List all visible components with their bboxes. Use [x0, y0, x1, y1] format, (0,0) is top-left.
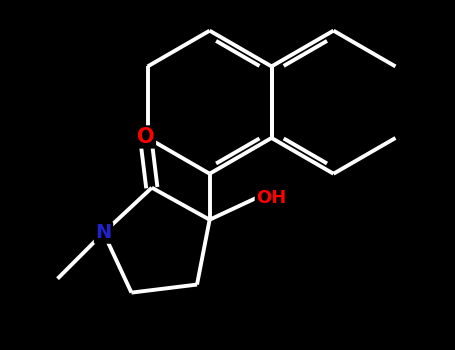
Text: O: O	[137, 127, 154, 147]
Text: OH: OH	[256, 189, 286, 207]
Text: N: N	[96, 223, 111, 242]
